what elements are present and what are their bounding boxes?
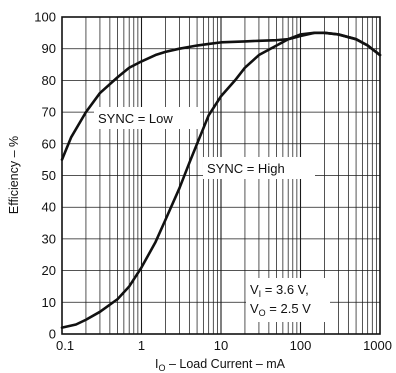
sync-low-label: SYNC = Low <box>98 111 173 126</box>
conditions-label-bg <box>246 278 330 322</box>
y-tick-label: 10 <box>42 295 56 310</box>
vo-condition: VO = 2.5 V <box>250 301 311 318</box>
y-tick-label: 60 <box>42 136 56 151</box>
series-line-sync-high <box>60 31 382 329</box>
x-tick-label: 0.1 <box>56 338 74 353</box>
x-tick-label: 10 <box>214 338 228 353</box>
x-tick-label: 1000 <box>363 338 392 353</box>
y-tick-label: 20 <box>42 263 56 278</box>
x-tick-label: 1 <box>138 338 145 353</box>
sync-low-label-bg <box>94 107 200 129</box>
y-tick-label: 70 <box>42 105 56 120</box>
plot-frame <box>61 16 381 335</box>
y-tick-label: 0 <box>49 327 56 342</box>
x-axis-title: IO – Load Current – mA <box>155 357 286 373</box>
x-tick-label: 100 <box>290 338 312 353</box>
tick-labels: 0 10 20 30 40 50 60 70 80 90 100 0.1 1 10 100 1000 <box>34 10 392 354</box>
y-axis-title: Efficiency – % <box>7 136 21 214</box>
sync-high-label: SYNC = High <box>207 161 285 176</box>
annotation-group: SYNC = Low SYNC = High VI = 3.6 V, VO = … <box>94 107 330 322</box>
y-tick-label: 50 <box>42 168 56 183</box>
sync-high-label-bg <box>203 157 315 179</box>
y-tick-label: 90 <box>42 41 56 56</box>
y-tick-label: 100 <box>34 10 56 25</box>
y-tick-label: 40 <box>42 200 56 215</box>
vi-condition: VI = 3.6 V, <box>250 282 309 299</box>
plot-border <box>61 16 381 335</box>
series-group <box>60 31 382 329</box>
y-tick-label: 30 <box>42 231 56 246</box>
y-tick-label: 80 <box>42 73 56 88</box>
